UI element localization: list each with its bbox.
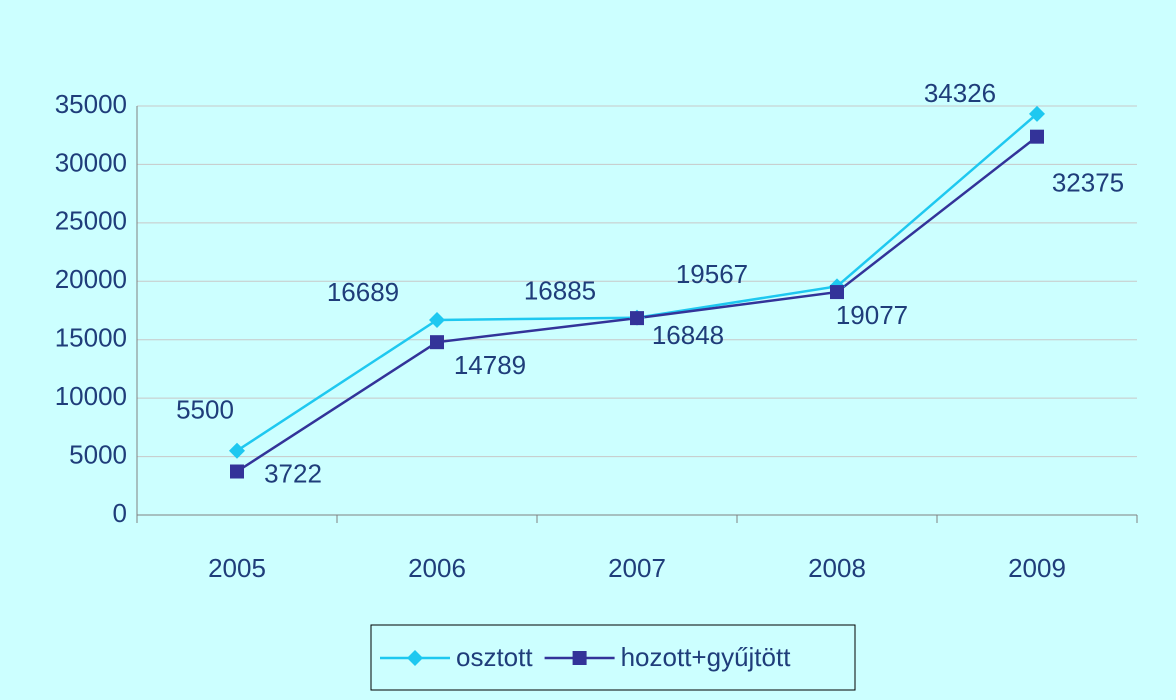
y-tick-label: 15000 xyxy=(55,323,127,353)
marker xyxy=(407,650,423,666)
data-label: 5500 xyxy=(176,395,234,425)
data-label: 34326 xyxy=(924,78,996,108)
x-tick-label: 2007 xyxy=(608,553,666,583)
y-tick-label: 25000 xyxy=(55,206,127,236)
legend-box xyxy=(370,624,856,691)
marker xyxy=(572,651,587,665)
legend-label: osztott xyxy=(456,642,533,672)
marker xyxy=(229,442,245,459)
marker xyxy=(429,311,445,328)
marker xyxy=(1029,105,1045,122)
legend: osztott hozott+gyűjtött xyxy=(370,624,856,691)
marker xyxy=(430,335,444,350)
x-tick-label: 2005 xyxy=(208,553,266,583)
marker xyxy=(230,464,244,479)
data-label: 16885 xyxy=(524,276,596,306)
data-label: 16689 xyxy=(327,277,399,307)
y-tick-label: 5000 xyxy=(69,439,127,469)
marker xyxy=(830,285,844,300)
y-tick-label: 0 xyxy=(113,498,127,528)
y-tick-label: 20000 xyxy=(55,264,127,294)
data-label: 3722 xyxy=(264,458,322,488)
x-tick-label: 2006 xyxy=(408,553,466,583)
data-label: 16848 xyxy=(652,320,724,350)
data-label: 19077 xyxy=(836,300,908,330)
y-tick-label: 10000 xyxy=(55,381,127,411)
x-tick-label: 2009 xyxy=(1008,553,1066,583)
data-label: 32375 xyxy=(1052,168,1124,198)
legend-label: hozott+gyűjtött xyxy=(621,642,792,672)
marker xyxy=(1030,129,1044,144)
data-label: 19567 xyxy=(676,259,748,289)
marker xyxy=(630,311,644,326)
x-tick-label: 2008 xyxy=(808,553,866,583)
data-label: 14789 xyxy=(454,350,526,380)
y-tick-label: 30000 xyxy=(55,147,127,177)
y-tick-label: 35000 xyxy=(55,89,127,119)
